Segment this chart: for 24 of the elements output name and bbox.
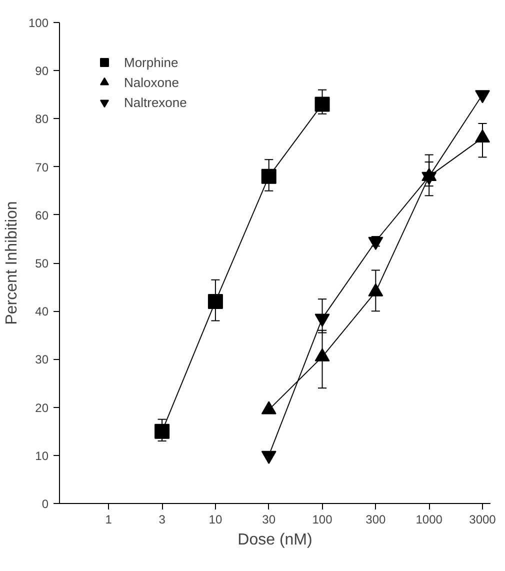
legend-label: Naloxone (124, 74, 179, 90)
y-tick-label: 10 (35, 448, 49, 463)
x-tick-label: 1000 (416, 512, 443, 526)
y-tick-label: 100 (28, 16, 49, 30)
x-axis-title: Dose (nM) (238, 532, 312, 548)
x-tick-label: 100 (312, 512, 333, 526)
y-tick-label: 30 (35, 352, 49, 367)
legend-label: Naltrexone (124, 94, 187, 110)
y-tick-label: 20 (35, 400, 49, 415)
y-tick-label: 60 (35, 208, 49, 222)
x-tick-label: 3000 (469, 512, 496, 526)
x-tick-label: 30 (262, 512, 276, 526)
y-tick-label: 70 (35, 160, 49, 174)
x-tick-label: 10 (208, 512, 222, 526)
y-tick-label: 80 (35, 112, 49, 126)
y-tick-label: 0 (42, 497, 49, 511)
y-axis-title: Percent Inhibition (3, 201, 20, 325)
y-tick-label: 90 (35, 64, 49, 78)
y-tick-label: 50 (35, 256, 49, 270)
y-tick-label: 40 (35, 304, 49, 319)
x-tick-label: 1 (105, 512, 112, 526)
x-tick-label: 300 (366, 512, 386, 526)
legend-label: Morphine (124, 54, 178, 70)
x-tick-label: 3 (158, 512, 166, 526)
